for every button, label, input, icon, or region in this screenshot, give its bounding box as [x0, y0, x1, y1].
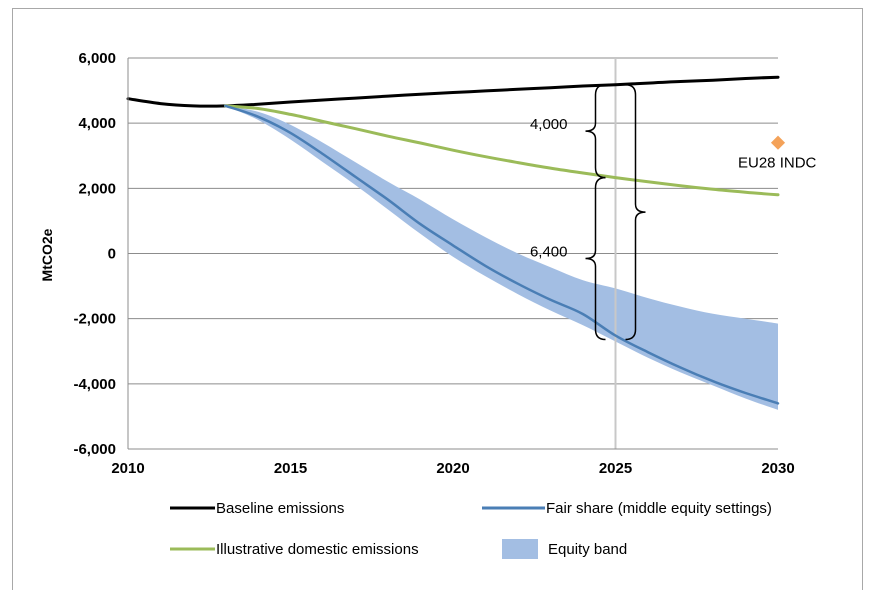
y-tick-label: 4,000: [78, 115, 116, 132]
bracket-label-1: 6,400: [530, 244, 568, 261]
x-tick-label: 2020: [436, 460, 469, 477]
bracket-1: [585, 176, 606, 341]
x-tick-label: 2025: [599, 460, 632, 477]
y-tick-label: 2,000: [78, 180, 116, 197]
x-tick-label: 2030: [761, 460, 794, 477]
legend-label-0: Baseline emissions: [216, 500, 344, 517]
marker-label: EU28 INDC: [738, 155, 817, 172]
y-tick-label: -4,000: [73, 376, 116, 393]
y-tick-label: 6,000: [78, 50, 116, 67]
bracket-0: [585, 83, 606, 179]
equity-band-area: [225, 105, 778, 410]
legend-swatch-3: [502, 539, 538, 559]
y-tick-label: -6,000: [73, 441, 116, 458]
legend-label-2: Illustrative domestic emissions: [216, 541, 419, 558]
y-axis-label: MtCO2e: [39, 228, 55, 281]
marker-eu28-indc: [770, 135, 786, 150]
legend-label-3: Equity band: [548, 541, 627, 558]
y-tick-label: 0: [108, 246, 116, 263]
legend-label-1: Fair share (middle equity settings): [546, 500, 772, 517]
y-tick-label: -2,000: [73, 311, 116, 328]
series-line-0: [126, 75, 780, 108]
bracket-label-0: 4,000: [530, 116, 568, 133]
x-tick-label: 2015: [274, 460, 307, 477]
chart-frame: [12, 8, 863, 590]
bracket-total: [625, 83, 646, 341]
series-line-2: [224, 104, 780, 405]
series-line-1: [224, 104, 780, 197]
x-tick-label: 2010: [111, 460, 144, 477]
